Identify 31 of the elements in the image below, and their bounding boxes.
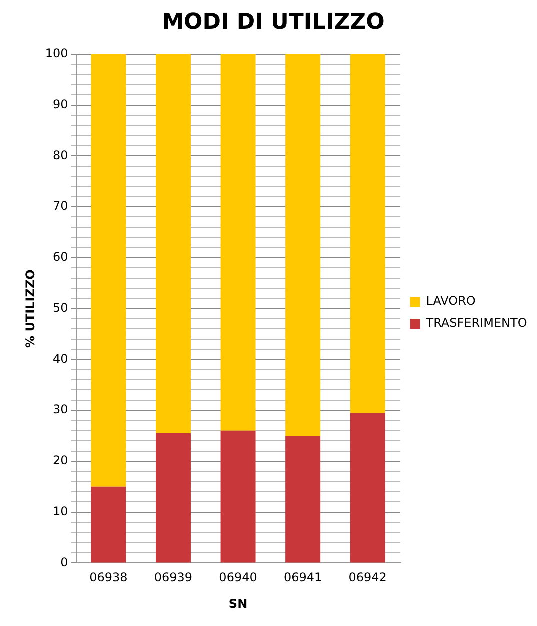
x-axis-title: SN (228, 596, 248, 611)
x-tick-label: 06940 (219, 570, 258, 585)
bar (156, 433, 191, 563)
y-tick-label: 100 (45, 46, 68, 61)
bar (286, 436, 321, 563)
y-tick-label: 30 (53, 402, 68, 417)
x-tick-label: 06941 (284, 570, 322, 585)
y-tick-label: 80 (53, 148, 68, 162)
bar (156, 54, 191, 434)
chart-title: MODI DI UTILIZZO (162, 10, 385, 35)
y-tick-label: 70 (53, 199, 68, 214)
y-tick-label: 60 (53, 250, 68, 264)
y-tick-label: 40 (53, 352, 68, 366)
x-tick-label: 06939 (154, 570, 193, 585)
y-tick-label: 90 (53, 97, 68, 112)
y-axis-title: % UTILIZZO (23, 270, 38, 348)
x-tick-label: 06938 (90, 570, 128, 585)
bar (286, 54, 321, 436)
bar (350, 413, 386, 563)
y-tick-label: 0 (60, 555, 68, 570)
y-tick-label: 20 (53, 454, 68, 468)
x-tick-label: 06942 (348, 570, 387, 585)
legend-label: TRASFERIMENTO (425, 316, 528, 330)
bar (220, 54, 256, 431)
legend-label: LAVORO (426, 294, 476, 308)
bar (350, 54, 386, 414)
bar (220, 430, 256, 563)
bar (91, 54, 126, 487)
bar (91, 486, 126, 563)
y-tick-label: 10 (53, 504, 68, 518)
y-tick-label: 50 (53, 300, 68, 315)
